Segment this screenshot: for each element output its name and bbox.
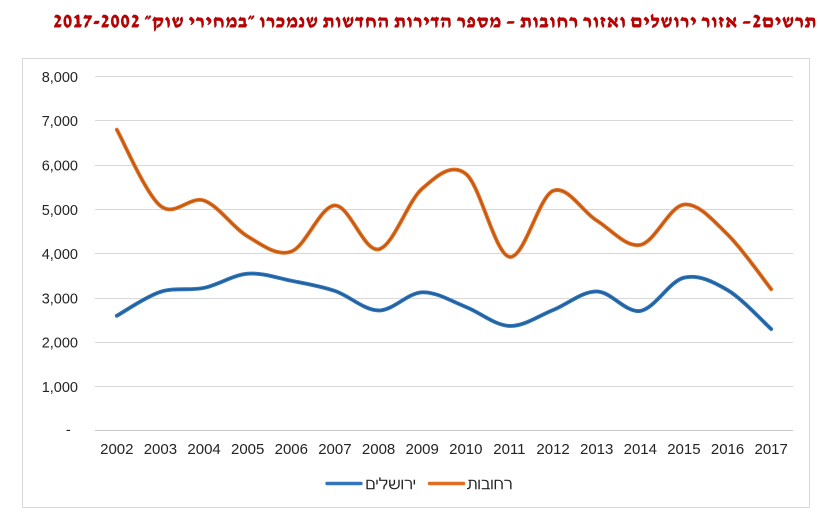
svg-text:2004: 2004 bbox=[187, 441, 220, 458]
svg-text:2014: 2014 bbox=[624, 441, 657, 458]
svg-text:1,000: 1,000 bbox=[42, 380, 78, 396]
svg-text:5,000: 5,000 bbox=[42, 203, 78, 219]
svg-text:3,000: 3,000 bbox=[42, 291, 78, 307]
svg-text:2007: 2007 bbox=[318, 441, 351, 458]
svg-text:2011: 2011 bbox=[493, 441, 525, 458]
svg-text:-: - bbox=[66, 423, 71, 439]
svg-text:4,000: 4,000 bbox=[42, 247, 78, 263]
svg-text:2010: 2010 bbox=[449, 441, 482, 458]
svg-text:2,000: 2,000 bbox=[42, 336, 78, 352]
svg-text:6,000: 6,000 bbox=[42, 159, 78, 175]
svg-text:2015: 2015 bbox=[667, 441, 700, 458]
svg-text:8,000: 8,000 bbox=[42, 70, 78, 86]
svg-text:2012: 2012 bbox=[536, 441, 569, 458]
svg-text:2016: 2016 bbox=[711, 441, 744, 458]
svg-text:2006: 2006 bbox=[275, 441, 308, 458]
svg-text:2002: 2002 bbox=[100, 441, 133, 458]
svg-text:7,000: 7,000 bbox=[42, 114, 78, 130]
svg-text:2003: 2003 bbox=[144, 441, 177, 458]
svg-text:2009: 2009 bbox=[406, 441, 439, 458]
svg-text:2017: 2017 bbox=[755, 441, 788, 458]
svg-text:2005: 2005 bbox=[231, 441, 264, 458]
svg-text:2008: 2008 bbox=[362, 441, 395, 458]
svg-text:2013: 2013 bbox=[580, 441, 613, 458]
